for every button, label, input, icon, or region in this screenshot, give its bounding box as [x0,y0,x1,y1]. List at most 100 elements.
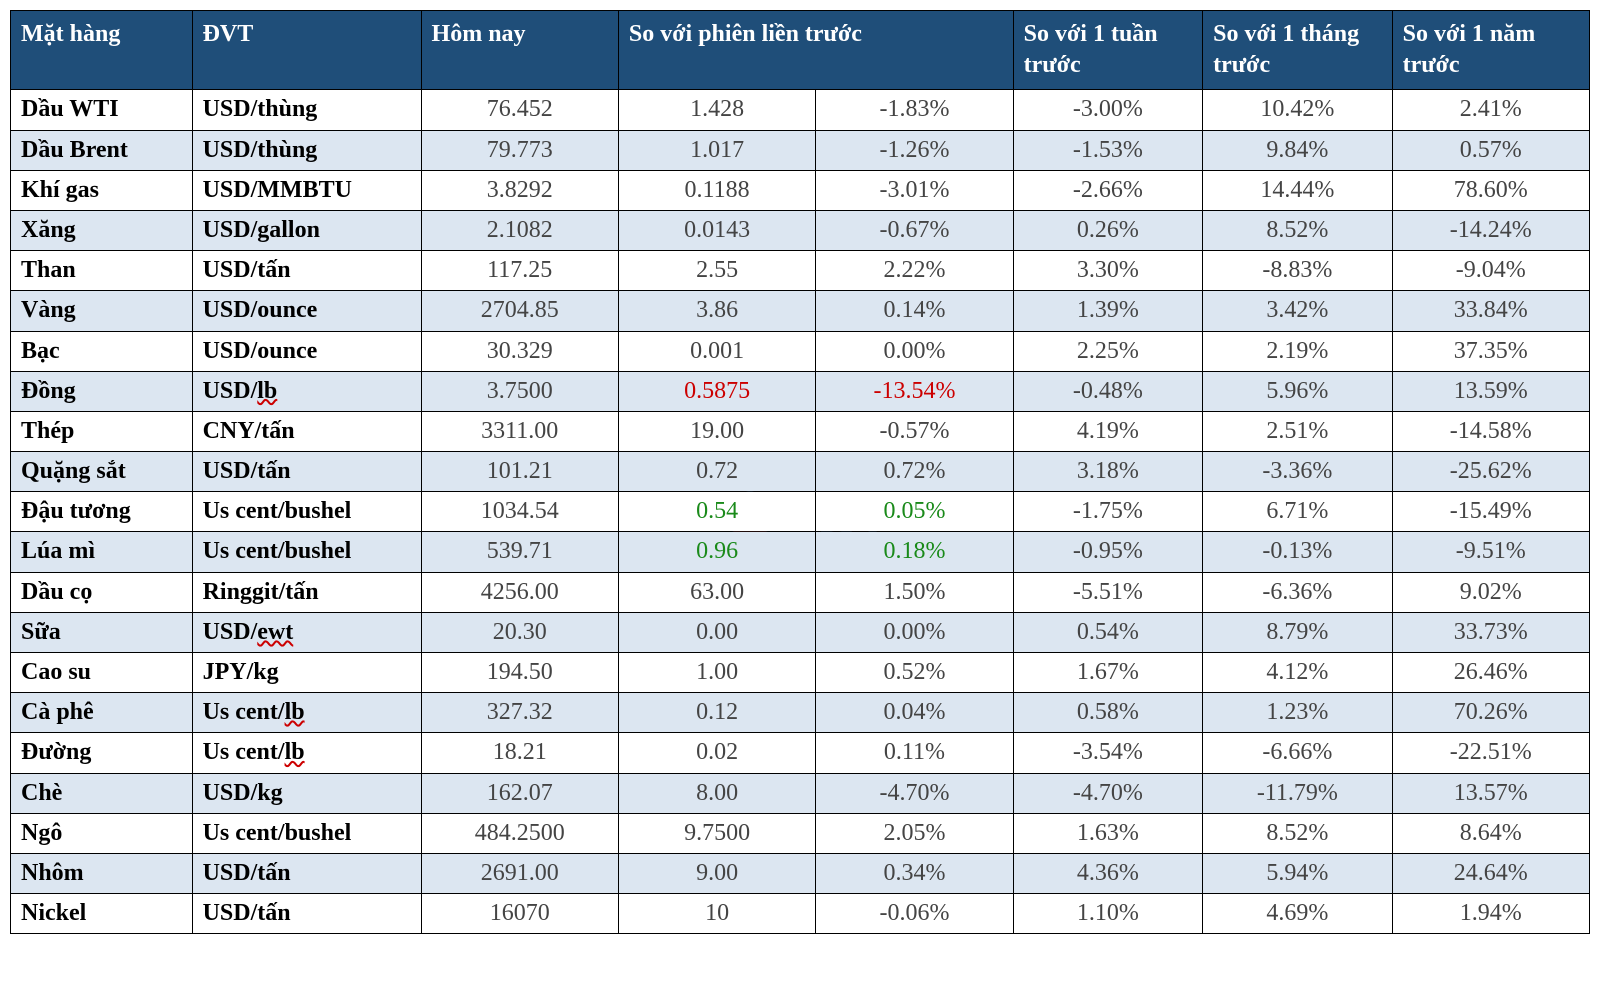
cell-year: 33.84% [1392,291,1589,331]
cell-change-pct: -13.54% [816,371,1013,411]
table-row: Cà phêUs cent/lb327.320.120.04%0.58%1.23… [11,693,1590,733]
cell-change-abs: 0.54 [618,492,815,532]
cell-change-abs: 0.001 [618,331,815,371]
cell-item: Nhôm [11,853,193,893]
cell-month: -0.13% [1203,532,1392,572]
cell-week: -2.66% [1013,170,1202,210]
cell-month: -11.79% [1203,773,1392,813]
cell-unit: USD/tấn [192,251,421,291]
cell-today: 18.21 [421,733,618,773]
cell-week: 2.25% [1013,331,1202,371]
cell-change-abs: 19.00 [618,411,815,451]
cell-week: 1.63% [1013,813,1202,853]
table-row: ThépCNY/tấn3311.0019.00-0.57%4.19%2.51%-… [11,411,1590,451]
cell-year: 2.41% [1392,90,1589,130]
cell-unit: USD/kg [192,773,421,813]
cell-week: -1.75% [1013,492,1202,532]
table-row: Dầu WTIUSD/thùng76.4521.428-1.83%-3.00%1… [11,90,1590,130]
cell-unit: USD/thùng [192,130,421,170]
cell-change-pct: 0.14% [816,291,1013,331]
cell-change-abs: 1.017 [618,130,815,170]
cell-month: 6.71% [1203,492,1392,532]
cell-year: -9.04% [1392,251,1589,291]
cell-year: -15.49% [1392,492,1589,532]
cell-year: -22.51% [1392,733,1589,773]
table-row: ChèUSD/kg162.078.00-4.70%-4.70%-11.79%13… [11,773,1590,813]
cell-week: -0.95% [1013,532,1202,572]
cell-item: Xăng [11,210,193,250]
cell-today: 1034.54 [421,492,618,532]
cell-month: 2.19% [1203,331,1392,371]
cell-change-pct: 0.52% [816,653,1013,693]
table-row: ĐồngUSD/lb3.75000.5875-13.54%-0.48%5.96%… [11,371,1590,411]
cell-year: 9.02% [1392,572,1589,612]
cell-week: 1.10% [1013,894,1202,934]
cell-year: 13.57% [1392,773,1589,813]
table-header: Mặt hàngĐVTHôm naySo với phiên liền trướ… [11,11,1590,90]
cell-item: Bạc [11,331,193,371]
table-row: Dầu BrentUSD/thùng79.7731.017-1.26%-1.53… [11,130,1590,170]
cell-year: 1.94% [1392,894,1589,934]
cell-week: 4.36% [1013,853,1202,893]
cell-year: 24.64% [1392,853,1589,893]
cell-change-pct: 0.00% [816,331,1013,371]
cell-item: Cà phê [11,693,193,733]
cell-unit: USD/tấn [192,452,421,492]
cell-change-pct: 0.05% [816,492,1013,532]
cell-week: 3.30% [1013,251,1202,291]
cell-change-pct: 0.04% [816,693,1013,733]
cell-unit: Us cent/bushel [192,492,421,532]
cell-unit: Us cent/lb [192,733,421,773]
cell-item: Dầu cọ [11,572,193,612]
cell-item: Than [11,251,193,291]
cell-year: -14.58% [1392,411,1589,451]
cell-item: Ngô [11,813,193,853]
cell-change-abs: 0.0143 [618,210,815,250]
table-row: Cao suJPY/kg194.501.000.52%1.67%4.12%26.… [11,653,1590,693]
cell-month: -3.36% [1203,452,1392,492]
cell-unit: JPY/kg [192,653,421,693]
cell-week: 3.18% [1013,452,1202,492]
cell-change-abs: 0.72 [618,452,815,492]
cell-change-pct: -4.70% [816,773,1013,813]
cell-item: Sữa [11,612,193,652]
cell-change-pct: -1.83% [816,90,1013,130]
cell-today: 2704.85 [421,291,618,331]
cell-item: Đậu tương [11,492,193,532]
cell-week: 0.54% [1013,612,1202,652]
cell-change-abs: 2.55 [618,251,815,291]
cell-month: 10.42% [1203,90,1392,130]
cell-change-pct: -0.67% [816,210,1013,250]
cell-today: 2.1082 [421,210,618,250]
table-row: Dầu cọRinggit/tấn4256.0063.001.50%-5.51%… [11,572,1590,612]
cell-change-pct: -1.26% [816,130,1013,170]
cell-change-abs: 9.00 [618,853,815,893]
cell-unit: USD/tấn [192,894,421,934]
cell-change-abs: 0.02 [618,733,815,773]
column-header: So với 1 năm trước [1392,11,1589,90]
cell-today: 3.7500 [421,371,618,411]
table-row: NickelUSD/tấn1607010-0.06%1.10%4.69%1.94… [11,894,1590,934]
cell-unit: USD/ewt [192,612,421,652]
cell-month: 5.94% [1203,853,1392,893]
cell-month: 8.52% [1203,813,1392,853]
cell-week: -5.51% [1013,572,1202,612]
cell-month: 14.44% [1203,170,1392,210]
cell-year: 8.64% [1392,813,1589,853]
cell-week: -4.70% [1013,773,1202,813]
cell-change-pct: 0.18% [816,532,1013,572]
cell-today: 20.30 [421,612,618,652]
cell-change-pct: -3.01% [816,170,1013,210]
cell-today: 30.329 [421,331,618,371]
cell-unit: USD/ounce [192,331,421,371]
cell-month: -6.36% [1203,572,1392,612]
cell-unit: USD/ounce [192,291,421,331]
table-row: SữaUSD/ewt20.300.000.00%0.54%8.79%33.73% [11,612,1590,652]
cell-week: -0.48% [1013,371,1202,411]
cell-today: 539.71 [421,532,618,572]
cell-change-abs: 9.7500 [618,813,815,853]
cell-item: Dầu Brent [11,130,193,170]
cell-today: 76.452 [421,90,618,130]
cell-today: 4256.00 [421,572,618,612]
cell-today: 2691.00 [421,853,618,893]
